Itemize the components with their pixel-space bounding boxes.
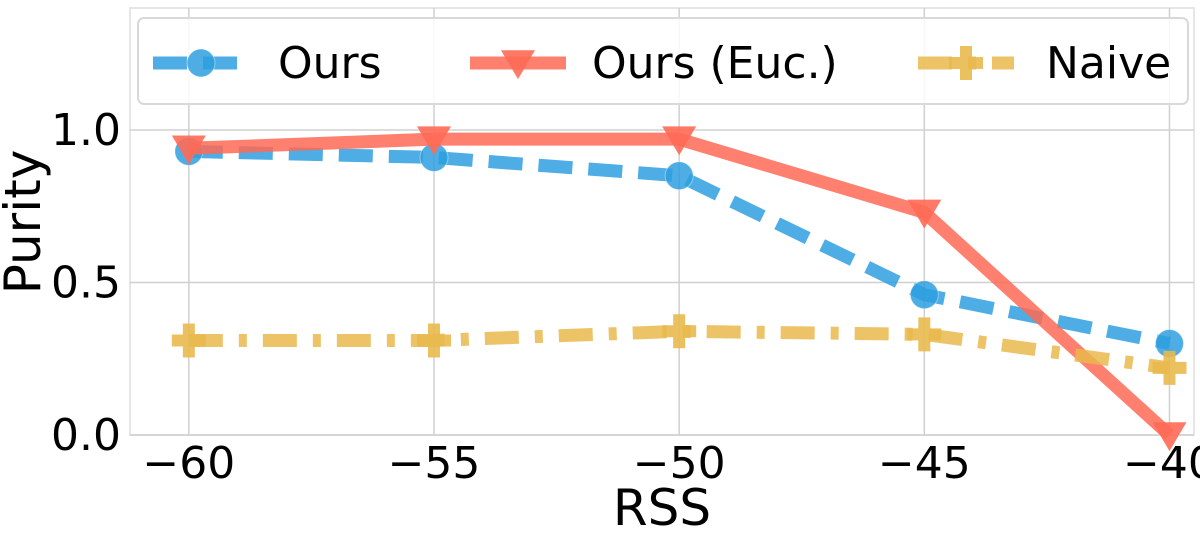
x-tick-label: −55 [388, 438, 481, 489]
data-point-ours [664, 161, 694, 191]
x-tick-label: −60 [142, 438, 235, 489]
series-line-ours [188, 144, 1171, 350]
data-point-naive [1152, 350, 1187, 385]
y-tick-label: 0.5 [51, 258, 121, 309]
series-line-naive [188, 324, 1171, 375]
data-point-ours-euc [171, 135, 206, 165]
data-point-ours-euc [1152, 422, 1187, 452]
y-tick-label: 0.0 [51, 410, 121, 461]
data-point-ours-euc [662, 126, 697, 156]
tick-labels: −60 −55 −50 −45 −40 0.0 0.5 1.0 [51, 105, 1200, 489]
x-axis-title: RSS [613, 479, 711, 537]
data-point-naive [907, 317, 942, 352]
x-tick-label: −50 [633, 438, 726, 489]
x-tick-label: −45 [878, 438, 971, 489]
legend-label-naive: Naive [1046, 38, 1171, 89]
legend-marker-ours-euc [501, 50, 535, 80]
legend-box [137, 17, 1189, 105]
data-point-naive [171, 323, 206, 358]
legend-label-ours-euc: Ours (Euc.) [592, 38, 838, 89]
data-point-ours-euc [907, 199, 942, 229]
legend-marker-naive [949, 46, 983, 80]
x-tick-label: −40 [1123, 438, 1200, 489]
series-ours-euc [171, 126, 1187, 452]
data-point-naive [417, 323, 451, 358]
legend-marker-ours [186, 48, 216, 78]
data-point-naive [662, 314, 697, 349]
y-axis-title: Purity [0, 150, 52, 295]
legend-label-ours: Ours [278, 38, 382, 89]
legend: Ours Ours (Euc.) Naive [137, 17, 1189, 105]
series-naive [171, 314, 1187, 385]
data-point-ours-euc [417, 126, 451, 156]
legend-items: Ours Ours (Euc.) Naive [153, 38, 1171, 89]
data-point-ours [909, 280, 939, 310]
y-tick-label: 1.0 [51, 105, 121, 156]
series-layer [171, 126, 1187, 452]
